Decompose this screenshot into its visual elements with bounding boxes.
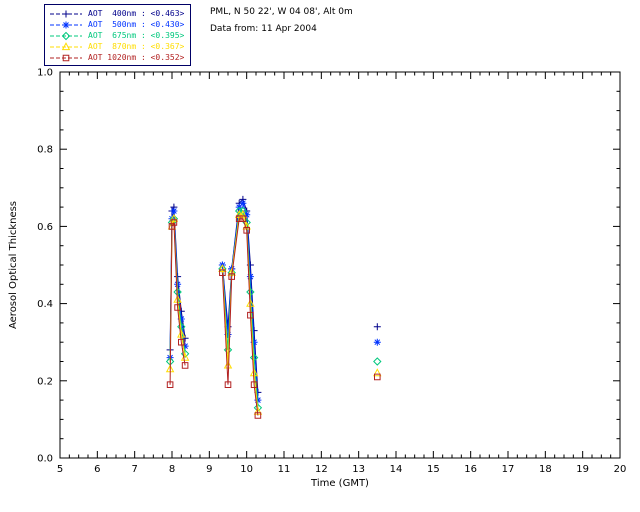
- legend-line-sample-675nm-icon: [50, 31, 82, 40]
- series-aot-1020nm: [166, 215, 381, 419]
- series-aot-400nm: [166, 195, 381, 396]
- series-aot-870nm: [165, 209, 382, 415]
- station-info: PML, N 50 22', W 04 08', Alt 0m: [210, 7, 353, 17]
- legend-line-sample-870nm-icon: [50, 41, 82, 50]
- svg-text:1.0: 1.0: [37, 68, 53, 79]
- legend-item-aot-870nm: AOT 870nm : <0.367>: [49, 41, 184, 52]
- svg-text:0.0: 0.0: [37, 454, 53, 465]
- svg-text:14: 14: [390, 464, 403, 475]
- legend-line-sample-1020nm-icon: [50, 54, 82, 61]
- svg-text:0.2: 0.2: [37, 376, 53, 387]
- svg-text:7: 7: [131, 464, 137, 475]
- svg-text:0.6: 0.6: [37, 222, 53, 233]
- svg-text:9: 9: [206, 464, 212, 475]
- series-aot-675nm: [165, 206, 382, 413]
- svg-text:Aerosol Optical Thickness: Aerosol Optical Thickness: [8, 201, 19, 329]
- legend-line-sample-400nm-icon: [50, 10, 82, 17]
- svg-text:13: 13: [352, 464, 365, 475]
- legend: AOT 400nm : <0.463> AOT 500nm : <0.430> …: [44, 4, 192, 66]
- legend-label-675nm: AOT 675nm : <0.395>: [88, 31, 185, 40]
- svg-text:11: 11: [278, 464, 291, 475]
- data-date: Data from: 11 Apr 2004: [210, 24, 317, 34]
- svg-text:12: 12: [315, 464, 328, 475]
- svg-text:0.8: 0.8: [37, 145, 53, 156]
- axis-labels: 5 6 7 8 9 10 11 12 13 14 15 16 17 18 19 20 0.0 0.2 0.4 0.6 0…: [8, 68, 626, 490]
- svg-text:17: 17: [502, 464, 515, 475]
- axes: [59, 71, 621, 459]
- legend-label-500nm: AOT 500nm : <0.430>: [88, 20, 185, 29]
- svg-text:16: 16: [464, 464, 477, 475]
- legend-item-aot-1020nm: AOT 1020nm : <0.352>: [49, 52, 184, 63]
- legend-item-aot-400nm: AOT 400nm : <0.463>: [49, 8, 184, 19]
- legend-item-aot-675nm: AOT 675nm : <0.395>: [49, 30, 184, 41]
- legend-line-sample-500nm-icon: [50, 21, 82, 28]
- svg-text:18: 18: [539, 464, 552, 475]
- legend-item-aot-500nm: AOT 500nm : <0.430>: [49, 19, 184, 30]
- legend-label-870nm: AOT 870nm : <0.367>: [88, 42, 185, 51]
- series-aot-500nm: [166, 199, 381, 404]
- svg-text:0.4: 0.4: [37, 299, 53, 310]
- svg-text:5: 5: [57, 464, 63, 475]
- svg-text:19: 19: [576, 464, 589, 475]
- svg-text:10: 10: [240, 464, 253, 475]
- svg-text:Time (GMT): Time (GMT): [310, 478, 369, 489]
- svg-text:8: 8: [169, 464, 175, 475]
- legend-label-400nm: AOT 400nm : <0.463>: [88, 9, 185, 18]
- legend-label-1020nm: AOT 1020nm : <0.352>: [88, 53, 185, 62]
- svg-text:15: 15: [427, 464, 440, 475]
- svg-text:6: 6: [94, 464, 100, 475]
- svg-text:20: 20: [614, 464, 627, 475]
